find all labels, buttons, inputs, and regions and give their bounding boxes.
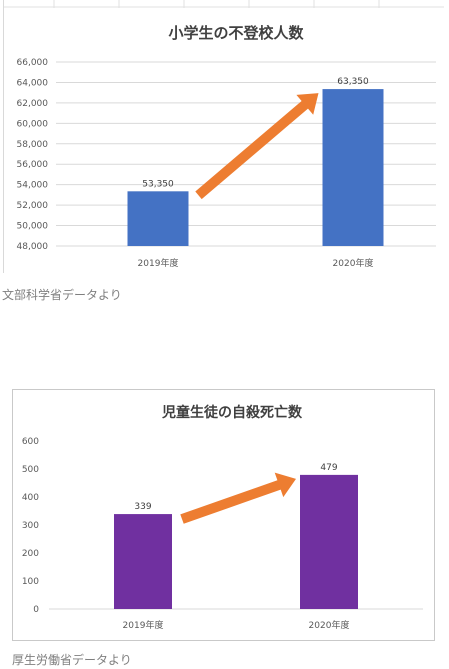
chart1-bar-1 <box>127 191 189 246</box>
chart2-ytick-label: 100 <box>22 577 39 587</box>
chart1-category-label-2: 2020年度 <box>333 257 374 269</box>
chart2-title: 児童生徒の自殺死亡数 <box>161 404 303 421</box>
source-caption-mext: 文部科学省データより <box>2 288 122 302</box>
chart2-data-label-1: 339 <box>134 502 151 512</box>
chart2-bar-1 <box>114 514 172 609</box>
chart1-increase-arrow <box>195 93 319 200</box>
chart1-ytick-label: 56,000 <box>17 160 49 170</box>
chart2-ytick-label: 600 <box>22 437 39 447</box>
chart1-bar-2 <box>322 89 384 246</box>
chart2-ytick-label: 0 <box>33 605 39 615</box>
chart2-ytick-label: 200 <box>22 549 39 559</box>
chart2-increase-arrow <box>180 472 296 524</box>
chart2-bar-2 <box>300 474 358 609</box>
chart1-category-label-1: 2019年度 <box>138 257 179 269</box>
chart2-ytick-label: 300 <box>22 521 39 531</box>
chart1-ytick-label: 62,000 <box>17 99 49 109</box>
chart2-ytick-label: 400 <box>22 493 39 503</box>
chart1-data-label-2: 63,350 <box>337 77 369 87</box>
chart1-ytick-label: 50,000 <box>17 222 49 232</box>
chart1-ytick-label: 48,000 <box>17 242 49 252</box>
chart1-ytick-label: 54,000 <box>17 181 49 191</box>
chart2-ytick-label: 500 <box>22 465 39 475</box>
chart2-category-label-2: 2020年度 <box>309 619 350 631</box>
chart1-ytick-label: 64,000 <box>17 78 49 88</box>
student-suicides-bar-chart: 児童生徒の自殺死亡数 0 100 200 300 400 500 600 339 2019年度 47… <box>22 404 423 631</box>
chart1-ytick-label: 58,000 <box>17 140 49 150</box>
chart2-category-label-1: 2019年度 <box>123 619 164 631</box>
chart2-data-label-2: 479 <box>320 463 337 473</box>
source-caption-mhlw: 厚生労働省データより <box>12 653 132 667</box>
spreadsheet-grid-fragment <box>4 0 444 8</box>
chart1-data-label-1: 53,350 <box>142 179 174 189</box>
chart1-ytick-label: 60,000 <box>17 119 49 129</box>
school-refusal-bar-chart: 小学生の不登校人数 48,000 50,000 52,000 54,000 56,000 5… <box>17 24 436 269</box>
chart1-ytick-label: 52,000 <box>17 201 49 211</box>
chart-panel-student-suicides: 児童生徒の自殺死亡数 0 100 200 300 400 500 600 339 2019年度 47… <box>12 389 435 641</box>
chart1-ytick-label: 66,000 <box>17 58 49 68</box>
chart-panel-school-refusal: 小学生の不登校人数 48,000 50,000 52,000 54,000 56,000 5… <box>3 0 447 273</box>
chart1-title: 小学生の不登校人数 <box>168 24 304 42</box>
